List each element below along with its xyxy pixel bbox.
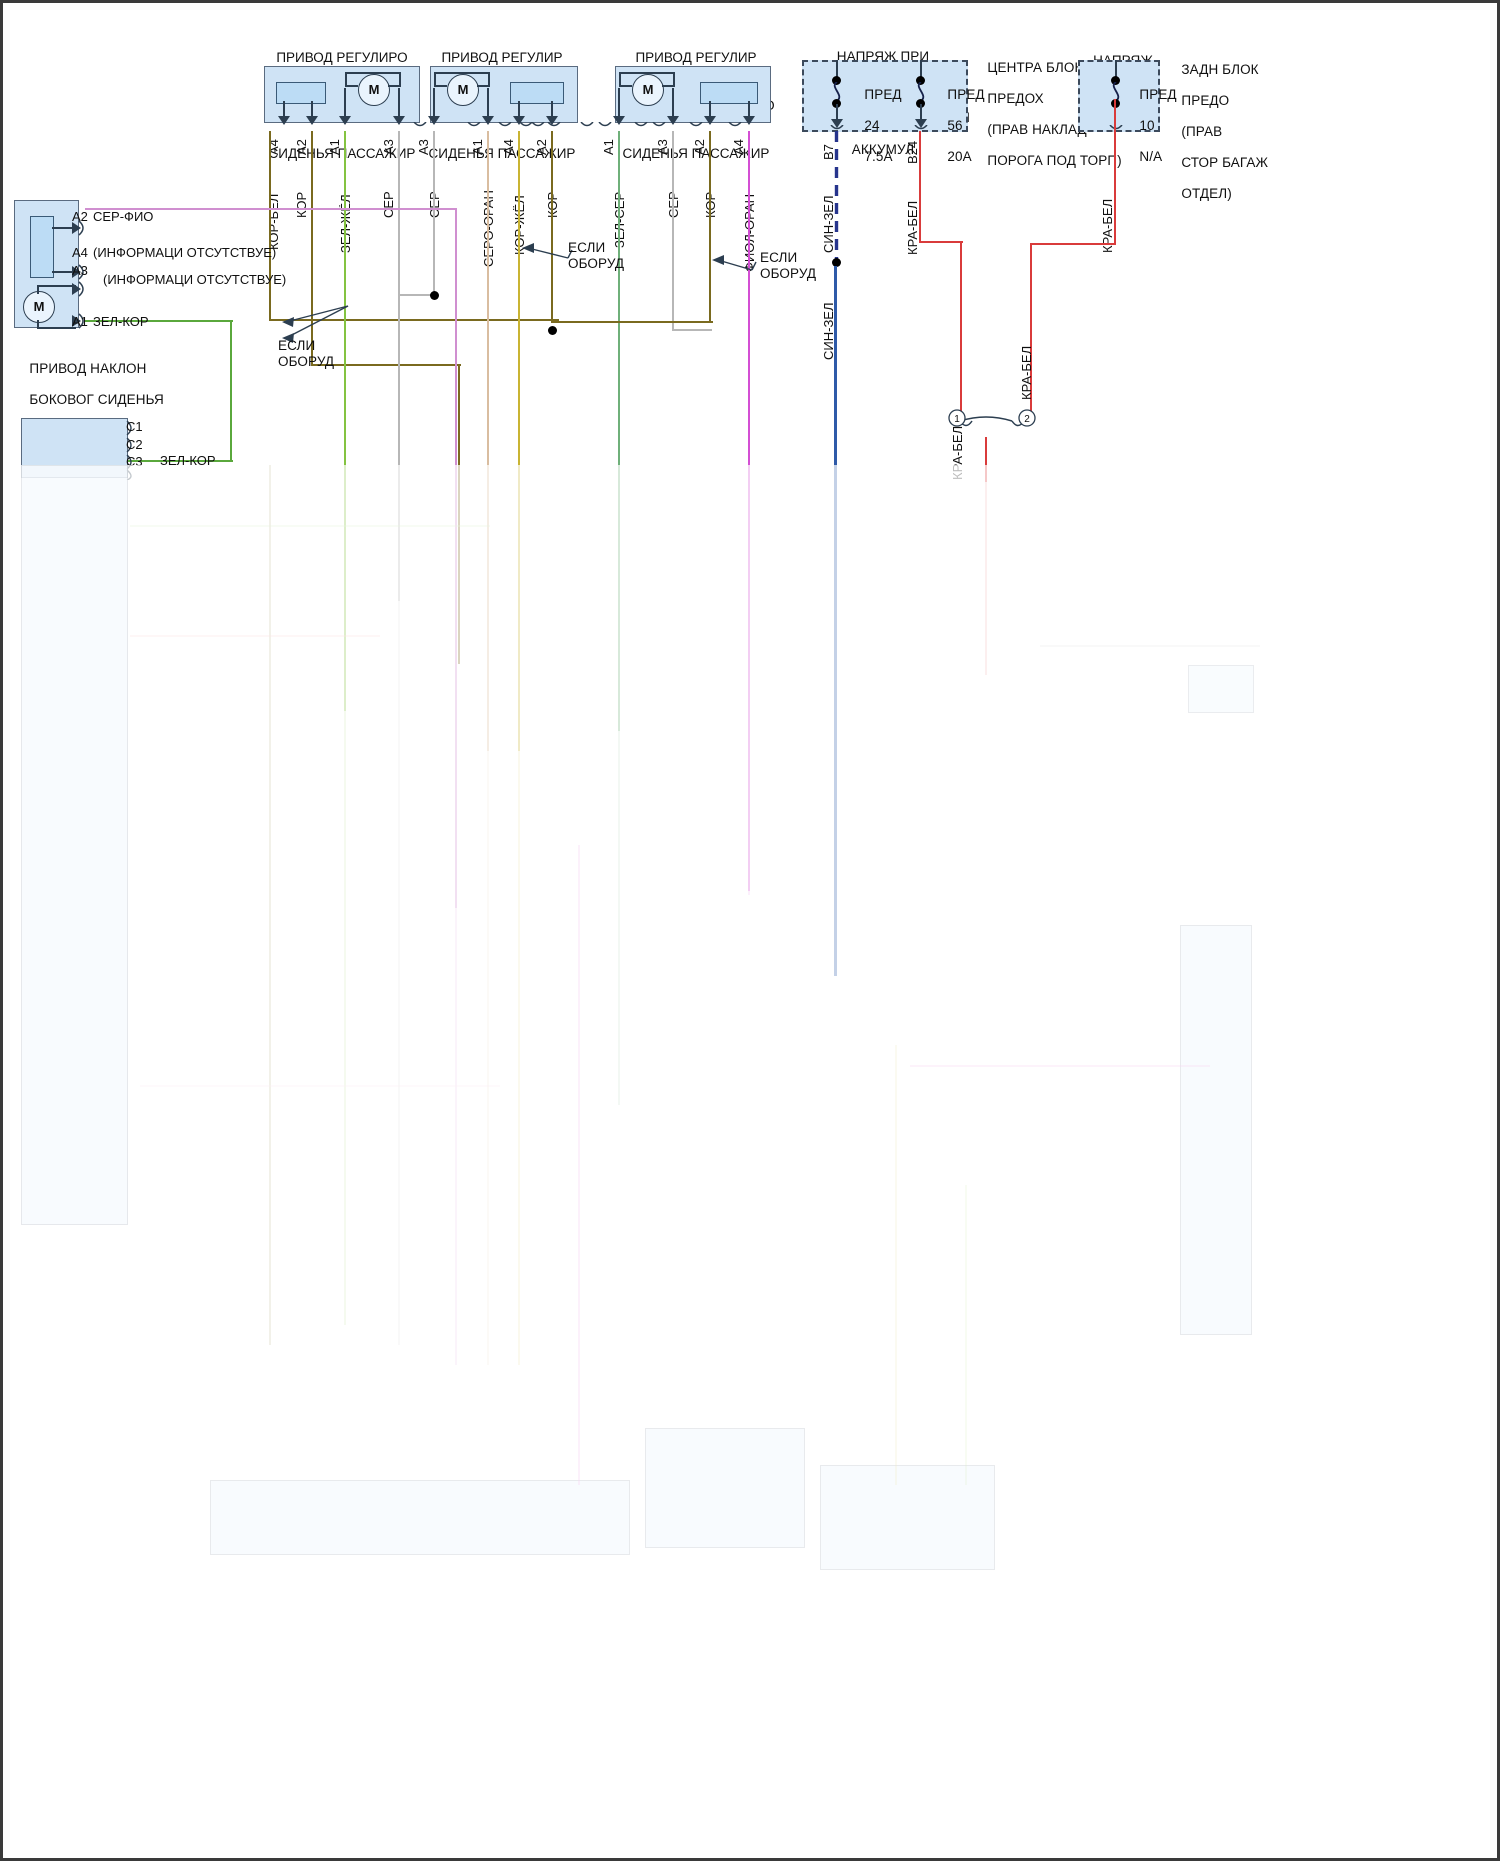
wire-kor-down [458, 364, 461, 664]
fuse-block-rear-label: ЗАДН БЛОК ПРЕДО (ПРАВ СТОР БАГАЖ ОТДЕЛ) [1181, 61, 1269, 201]
fuse-name-2: ПРЕД 56 20A [947, 86, 985, 164]
pin-id: A1 [470, 139, 485, 155]
wire-name: СЕР [381, 191, 396, 218]
recliner-motor-icon: M [23, 291, 55, 323]
pin-id: A4 [731, 139, 746, 155]
recliner-connector-brackets [78, 220, 84, 329]
wire-kra-bel-2h [1030, 243, 1116, 246]
wire-kor-zhel-1 [518, 131, 521, 751]
wire-kra-bel-splice-down [985, 437, 988, 482]
wire-zel-kor-h2 [123, 460, 233, 463]
wire-kor-bel-h [269, 319, 559, 322]
wire-name: СЕР-ФИО [93, 209, 154, 224]
wire-zel-zhel [344, 131, 347, 711]
pin-id: A1 [601, 139, 616, 155]
wire-name: ЗЕЛ-КОР [93, 314, 149, 329]
pin-id: A4 [72, 245, 88, 260]
wire-kor-3h [551, 321, 713, 324]
wire-kor-bel [269, 131, 272, 321]
wire-kra-bel-1 [919, 131, 922, 243]
wire-ser-3 [672, 131, 674, 331]
wire-sin-zel-dashed [834, 131, 839, 263]
pin-id: A1 [72, 314, 88, 329]
wire-zel-ser-1 [618, 131, 621, 731]
height-switch-block [510, 82, 564, 104]
fuse-terminal-dot [916, 99, 925, 108]
splice-dot-sin-zel [832, 258, 841, 267]
wire-ser-2 [433, 131, 435, 296]
wire-kor-bel-2 [311, 131, 314, 366]
pin-id: A3 [416, 139, 431, 155]
pin-id: A4 [501, 139, 516, 155]
splice-wire-2: КРА-БЕЛ [1019, 345, 1034, 400]
pin-id: A2 [534, 139, 549, 155]
wire-kra-bel-2 [1114, 99, 1117, 245]
connector-brackets-3 [830, 125, 1123, 130]
wire-fiol-oran [748, 131, 751, 891]
control-module-connector[interactable] [21, 418, 128, 478]
wire-zel-kor-h [85, 320, 233, 323]
position-switch-block [700, 82, 758, 104]
wire-kra-bel-1v [960, 241, 963, 421]
splice-wire-1: КРА-БЕЛ [950, 425, 965, 480]
splice-dot [430, 291, 439, 300]
wire-ser-fio-v [455, 208, 458, 908]
pin-id: A3 [381, 139, 396, 155]
wire-ser-2h [398, 294, 435, 296]
recliner-switch-block [30, 216, 54, 278]
pin-id: A3 [72, 263, 88, 278]
fuse-name-1: ПРЕД 24 7.5A [864, 86, 902, 164]
wire-kra-bel-1h [919, 241, 963, 244]
backrest-switch-block [276, 82, 326, 104]
pin-id: A3 [655, 139, 670, 155]
splice-junction: 1 2 [948, 409, 1036, 427]
wire-ser-3h [672, 329, 712, 331]
backrest-motor-icon: M [358, 74, 390, 106]
wire-ser-1 [398, 131, 400, 601]
note-leader-2 [522, 243, 573, 259]
wire-kor [311, 364, 461, 367]
wire-sin-zel-solid [834, 266, 837, 976]
pin-id: C2 [126, 437, 143, 452]
connector-brackets-2 [413, 122, 742, 127]
note-label-3: ЕСЛИ ОБОРУД [760, 250, 817, 281]
fuse-terminal-dot [1111, 76, 1120, 85]
note-label-1: ЕСЛИ ОБОРУД [278, 338, 335, 369]
connector-brackets [519, 122, 648, 127]
fuse-terminal-dot [916, 76, 925, 85]
wire-sero-oran [487, 131, 490, 751]
note-label-2: ЕСЛИ ОБОРУД [568, 240, 625, 271]
note-leader-1 [282, 305, 349, 343]
fuse-terminal-dot [832, 99, 841, 108]
pin-id: B24 [905, 140, 920, 164]
wire-kra-bel-2v [1030, 243, 1033, 421]
wire-ser-fio-h [85, 208, 457, 211]
pin-id: A1 [327, 139, 342, 155]
height-motor-icon: M [447, 74, 479, 106]
position-motor-icon: M [632, 74, 664, 106]
note-leader-3 [712, 255, 757, 271]
wire-zel-kor-v [230, 320, 233, 462]
svg-text:2: 2 [1024, 414, 1030, 425]
wire-kor-3 [709, 131, 712, 323]
wire-name: КРА-БЕЛ [905, 200, 920, 255]
fuse-block-central-label: ЦЕНТРА БЛОК ПРЕДОХ (ПРАВ НАКЛАД ПОРОГА П… [987, 59, 1122, 168]
pin-id: C3 [126, 454, 143, 469]
splice-dot-2 [548, 326, 557, 335]
wire-name: (ИНФОРМАЦИ ОТСУТСТВУЕ) [103, 272, 287, 287]
pin-id: C1 [126, 419, 143, 434]
wire-kor-2 [551, 131, 554, 323]
fuse-block-central[interactable] [802, 60, 968, 132]
pin-id: A2 [72, 209, 88, 224]
fuse-terminal-dot [832, 76, 841, 85]
wire-name: ЗЕЛ-КОР [160, 453, 216, 468]
svg-text:1: 1 [954, 414, 960, 425]
pin-id: A2 [692, 139, 707, 155]
wire-name: КОР [294, 191, 309, 218]
wire-name: (ИНФОРМАЦИ ОТСУТСТВУЕ) [93, 245, 277, 260]
pin-id: A2 [294, 139, 309, 155]
fuse-name-3: ПРЕД 10 N/A [1139, 86, 1177, 164]
